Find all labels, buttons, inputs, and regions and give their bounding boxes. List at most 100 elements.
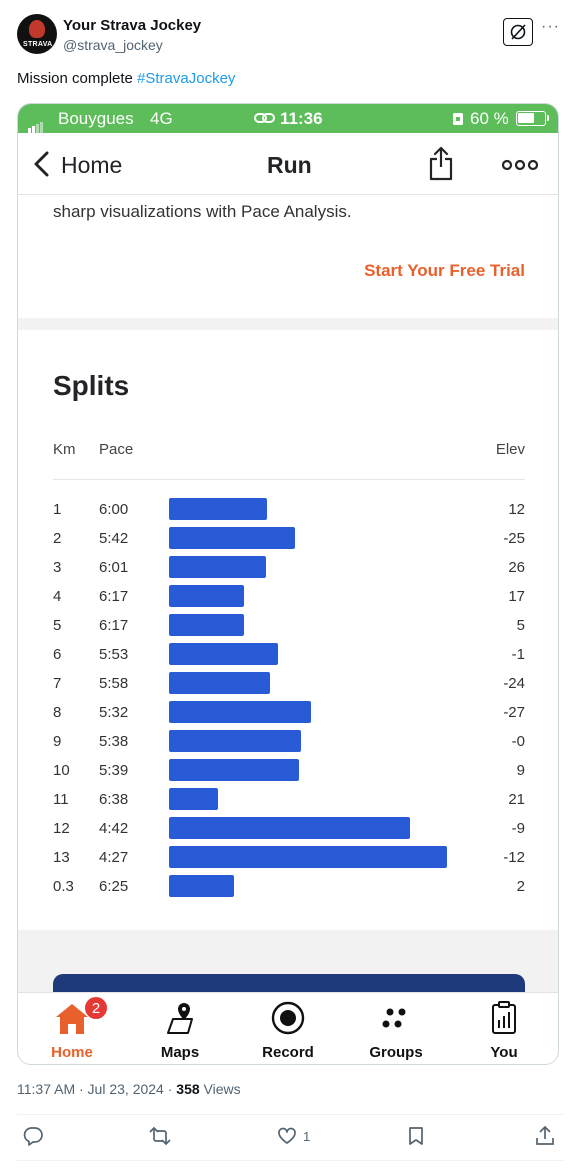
- tweet-media[interactable]: Bouygues 4G 11:36 60 % Home Run: [17, 103, 559, 1065]
- split-row: 12 4:42 -9: [18, 817, 558, 846]
- bookmark-button[interactable]: [407, 1126, 425, 1150]
- tab-you[interactable]: You: [450, 993, 558, 1064]
- overflow-menu-icon[interactable]: [502, 159, 538, 171]
- grok-button[interactable]: [503, 18, 533, 46]
- link-icon: [254, 113, 275, 123]
- app-navbar: Home Run: [18, 133, 558, 195]
- battery-tip: [547, 115, 549, 121]
- back-button[interactable]: Home: [61, 152, 123, 178]
- split-row: 7 5:58 -24: [18, 672, 558, 701]
- split-elev: 12: [508, 501, 525, 518]
- split-pace-bar: [169, 759, 299, 781]
- split-elev: 9: [516, 762, 525, 779]
- split-pace-bar: [169, 585, 244, 607]
- network-label: 4G: [150, 109, 173, 128]
- record-icon: [271, 1001, 305, 1035]
- tab-home[interactable]: 2 Home: [18, 993, 126, 1064]
- repost-icon: [149, 1126, 171, 1146]
- split-pace: 6:01: [99, 559, 129, 576]
- avatar-figure: [29, 20, 45, 38]
- split-elev: -1: [511, 646, 525, 663]
- split-pace-bar: [169, 788, 218, 810]
- battery-icon: [516, 111, 546, 126]
- split-row: 6 5:53 -1: [18, 643, 558, 672]
- split-row: 10 5:39 9: [18, 759, 558, 788]
- upload-icon: [536, 1125, 554, 1145]
- bookmark-icon: [409, 1127, 423, 1145]
- views-label: Views: [199, 1081, 241, 1097]
- split-km: 7: [53, 675, 62, 692]
- splits-card: Splits Km Pace Elev 1 6:00 12 2 5:42 -25 3 6:01…: [18, 330, 558, 930]
- start-free-trial-link[interactable]: Start Your Free Trial: [364, 261, 525, 280]
- split-pace-bar: [169, 643, 278, 665]
- page-title: Run: [267, 152, 312, 178]
- split-km: 10: [53, 762, 70, 779]
- split-pace: 4:27: [99, 849, 129, 866]
- like-button[interactable]: 1: [277, 1126, 310, 1150]
- split-elev: -27: [503, 704, 525, 721]
- views-count: 358: [176, 1081, 200, 1097]
- split-km: 12: [53, 820, 70, 837]
- split-pace: 6:17: [99, 617, 129, 634]
- header-elev: Elev: [495, 441, 525, 458]
- upsell-section: sharp visualizations with Pace Analysis.…: [18, 195, 558, 318]
- tab-groups[interactable]: Groups: [342, 993, 450, 1064]
- split-elev: 21: [508, 791, 525, 808]
- repost-button[interactable]: [149, 1126, 171, 1150]
- split-km: 6: [53, 646, 62, 663]
- split-pace: 5:58: [99, 675, 129, 692]
- groups-icon: [382, 1008, 406, 1028]
- tweet-header: STRAVA Your Strava Jockey @strava_jockey…: [17, 14, 565, 58]
- status-bar: Bouygues 4G 11:36 60 %: [18, 104, 558, 133]
- battery-percent: 60 %: [470, 109, 509, 128]
- divider: [17, 1160, 565, 1161]
- split-pace: 5:53: [99, 646, 129, 663]
- split-pace: 6:00: [99, 501, 129, 518]
- author-handle[interactable]: @strava_jockey: [63, 37, 163, 53]
- split-pace: 5:39: [99, 762, 129, 779]
- split-pace-bar: [169, 701, 311, 723]
- tweet-body: Mission complete: [17, 70, 138, 87]
- share-tweet-button[interactable]: [535, 1125, 555, 1150]
- splits-title: Splits: [53, 370, 130, 401]
- split-km: 5: [53, 617, 62, 634]
- split-pace: 5:32: [99, 704, 129, 721]
- hashtag-link[interactable]: #StravaJockey: [137, 70, 236, 87]
- tweet-text: Mission complete #StravaJockey: [17, 70, 235, 87]
- split-km: 1: [53, 501, 62, 518]
- back-chevron-icon[interactable]: [32, 150, 52, 178]
- split-pace: 5:38: [99, 733, 129, 750]
- reply-button[interactable]: [23, 1126, 43, 1150]
- maps-icon: [167, 1003, 193, 1034]
- split-km: 13: [53, 849, 70, 866]
- tweet-meta: 11:37 AM · Jul 23, 2024 · 358 Views: [17, 1081, 241, 1097]
- author-name[interactable]: Your Strava Jockey: [63, 17, 202, 34]
- split-pace-bar: [169, 875, 234, 897]
- split-elev: 26: [508, 559, 525, 576]
- split-row: 2 5:42 -25: [18, 527, 558, 556]
- split-elev: -25: [503, 530, 525, 547]
- split-pace-bar: [169, 672, 270, 694]
- home-icon: [56, 1004, 88, 1034]
- divider: [17, 1114, 565, 1115]
- avatar[interactable]: STRAVA: [17, 14, 57, 54]
- split-elev: -9: [511, 820, 525, 837]
- header-km: Km: [53, 441, 76, 458]
- tab-label-groups: Groups: [369, 1044, 423, 1061]
- grok-icon: [510, 24, 526, 40]
- carrier-label: Bouygues: [58, 109, 134, 128]
- tab-maps[interactable]: Maps: [126, 993, 234, 1064]
- split-row: 11 6:38 21: [18, 788, 558, 817]
- split-km: 3: [53, 559, 62, 576]
- tweet-timestamp[interactable]: 11:37 AM · Jul 23, 2024 ·: [17, 1081, 177, 1097]
- share-icon[interactable]: [428, 145, 454, 181]
- split-row: 4 6:17 17: [18, 585, 558, 614]
- tab-label-you: You: [490, 1044, 518, 1061]
- split-pace: 6:17: [99, 588, 129, 605]
- split-elev: 17: [508, 588, 525, 605]
- reply-icon: [23, 1127, 43, 1146]
- split-km: 0.3: [53, 878, 74, 895]
- more-options-icon[interactable]: ···: [541, 18, 560, 35]
- tweet-actions: 1: [17, 1125, 565, 1150]
- tab-record[interactable]: Record: [234, 993, 342, 1064]
